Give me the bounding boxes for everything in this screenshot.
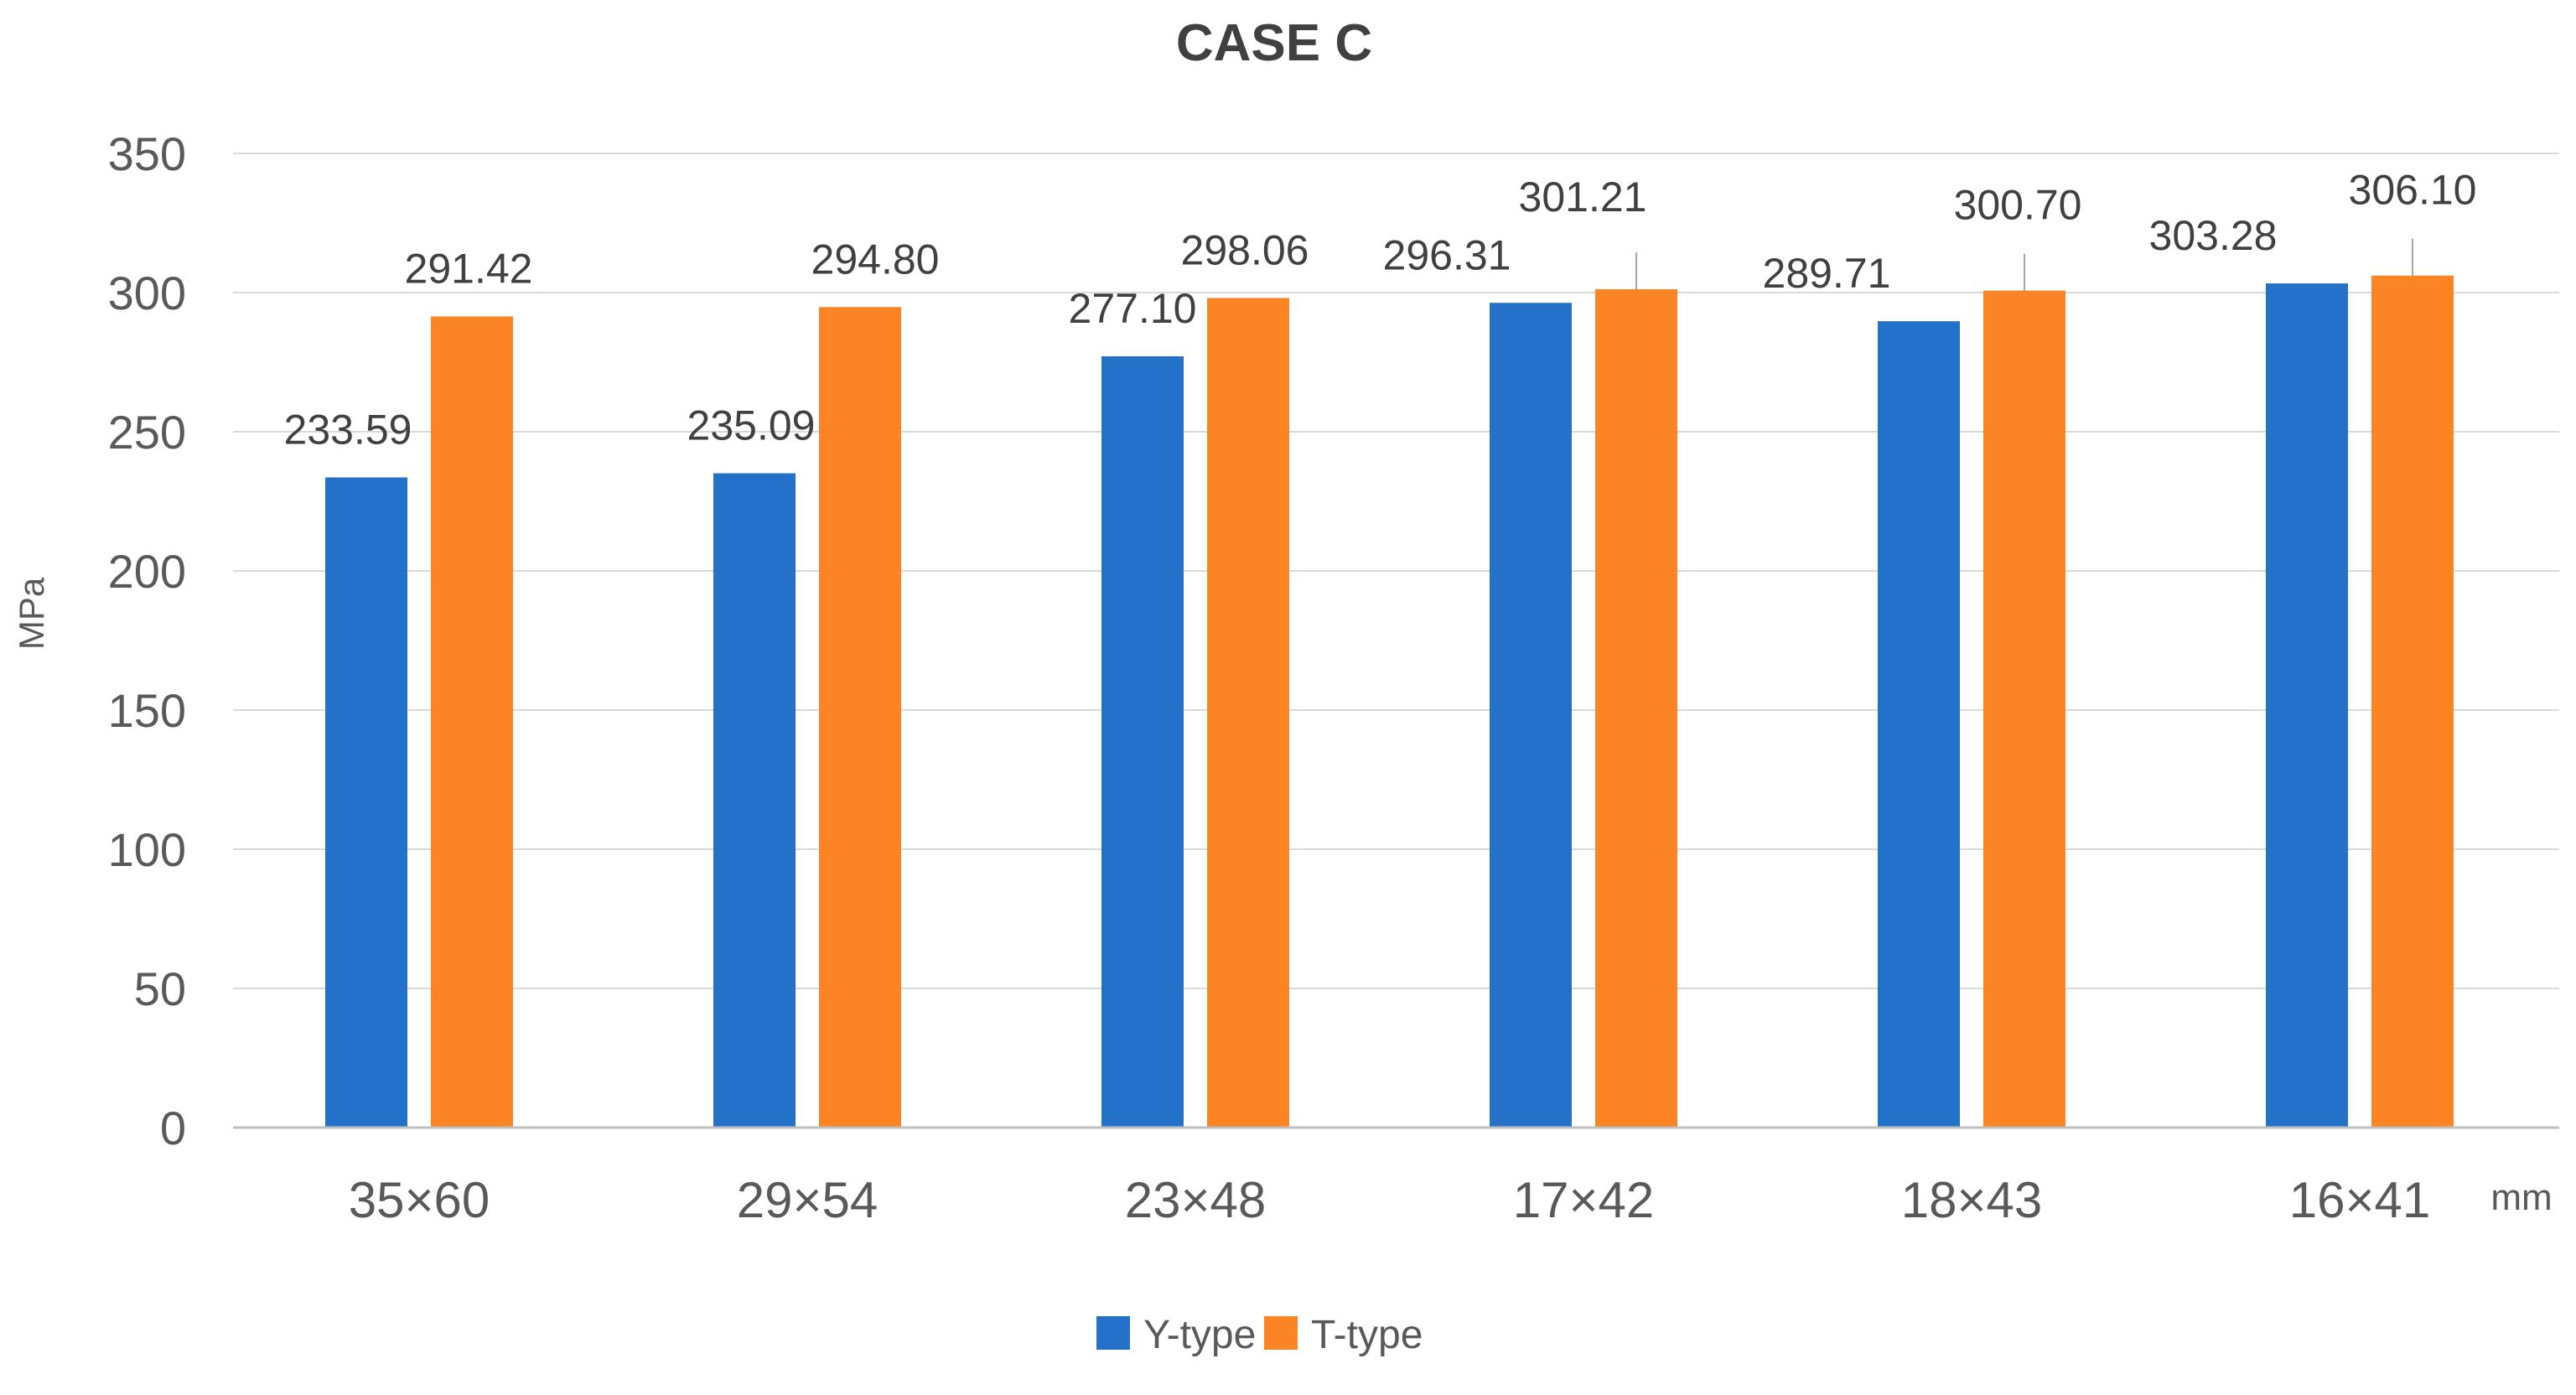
- data-label: 235.09: [687, 402, 816, 449]
- bar-y-type: [1490, 303, 1572, 1128]
- legend-label: Y-type: [1143, 1313, 1256, 1357]
- bar-y-type: [1878, 321, 1960, 1128]
- bar-t-type: [819, 307, 901, 1128]
- y-tick-label: 50: [134, 962, 186, 1015]
- y-tick-label: 200: [108, 545, 186, 598]
- x-axis-ticks: 35×60 29×54 23×48 17×42 18×43 16×41: [349, 1172, 2431, 1228]
- x-tick-label: 23×48: [1125, 1172, 1267, 1228]
- data-labels: 233.59 291.42 235.09 294.80 277.10 298.06 296.…: [284, 167, 2477, 454]
- bar-t-type: [1207, 298, 1289, 1128]
- x-axis-unit-label: mm: [2490, 1177, 2552, 1218]
- y-tick-label: 300: [108, 267, 186, 319]
- x-tick-label: 35×60: [349, 1172, 490, 1228]
- data-label: 289.71: [1763, 250, 1891, 297]
- data-label: 298.06: [1181, 226, 1309, 273]
- bar-y-type: [325, 477, 407, 1128]
- legend-label: T-type: [1311, 1313, 1423, 1357]
- bar-y-type: [2266, 283, 2348, 1128]
- data-label: 306.10: [2349, 167, 2477, 214]
- legend-swatch-y-type: [1096, 1316, 1130, 1350]
- data-label: 294.80: [811, 236, 940, 283]
- data-label: 301.21: [1519, 174, 1647, 220]
- y-axis-ticks: 0 50 100 150 200 250 300 350: [108, 127, 186, 1154]
- data-label: 233.59: [284, 406, 412, 453]
- bar-t-type: [431, 316, 513, 1128]
- y-tick-label: 350: [108, 127, 186, 180]
- bar-y-type: [1101, 356, 1184, 1128]
- data-label: 277.10: [1069, 285, 1197, 332]
- bars: [325, 275, 2454, 1128]
- legend: Y-type T-type: [1096, 1313, 1423, 1357]
- chart-title: CASE C: [1176, 14, 1372, 72]
- bar-t-type: [2371, 275, 2454, 1128]
- y-tick-label: 150: [108, 684, 186, 737]
- x-tick-label: 18×43: [1901, 1172, 2043, 1228]
- bar-t-type: [1983, 290, 2065, 1128]
- bar-y-type: [713, 473, 796, 1128]
- y-tick-label: 0: [160, 1102, 186, 1154]
- data-label: 303.28: [2149, 212, 2278, 259]
- y-tick-label: 100: [108, 823, 186, 876]
- data-label: 291.42: [405, 245, 533, 292]
- y-tick-label: 250: [108, 406, 186, 459]
- y-axis-label: MPa: [12, 577, 51, 650]
- x-tick-label: 17×42: [1513, 1172, 1655, 1228]
- legend-swatch-t-type: [1264, 1316, 1298, 1350]
- data-label: 296.31: [1383, 231, 1511, 278]
- bar-t-type: [1595, 288, 1677, 1128]
- data-label: 300.70: [1954, 182, 2082, 229]
- gridlines: [233, 153, 2559, 989]
- x-tick-label: 16×41: [2289, 1172, 2431, 1228]
- x-tick-label: 29×54: [737, 1172, 879, 1228]
